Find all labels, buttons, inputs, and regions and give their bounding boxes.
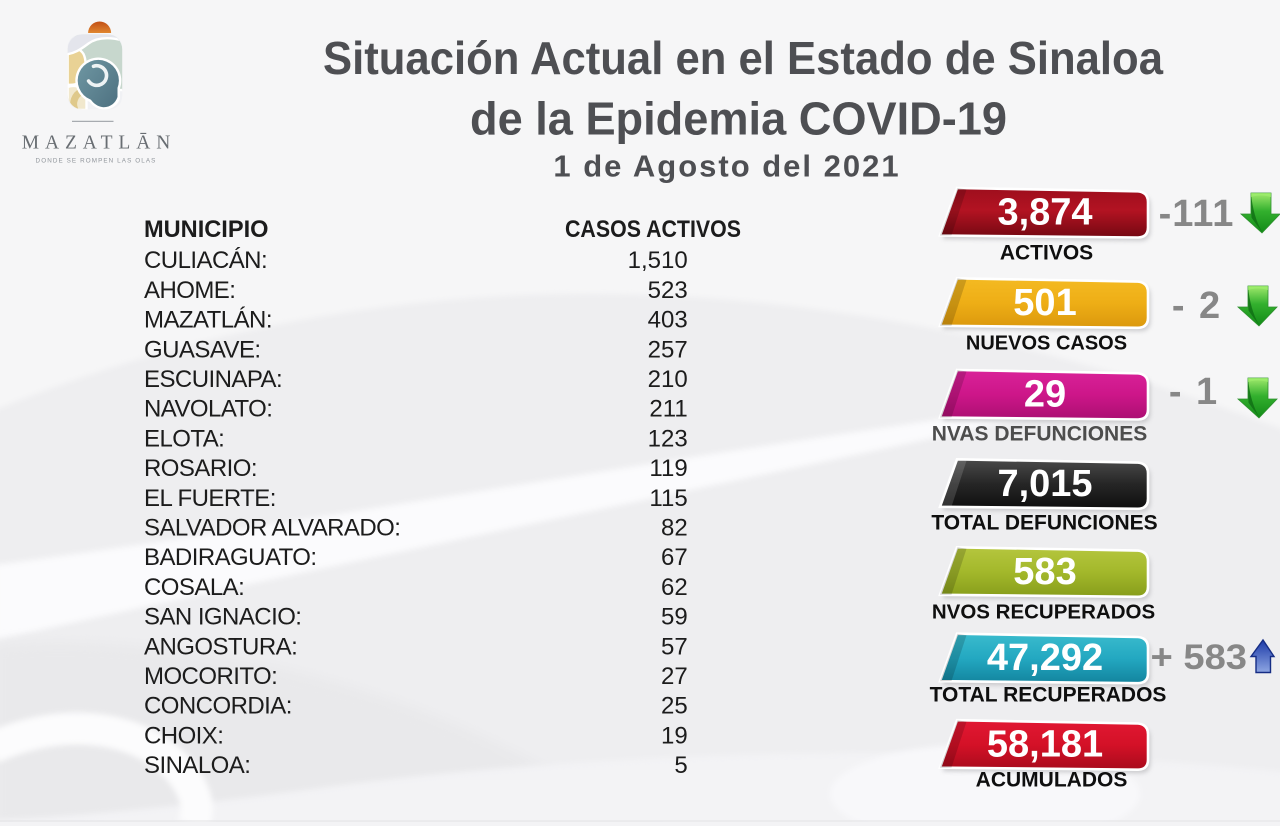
svg-text:MAZATLÁN:: MAZATLÁN: xyxy=(144,307,272,334)
svg-text:523: 523 xyxy=(648,277,688,304)
svg-text:58,181: 58,181 xyxy=(987,724,1103,766)
svg-text:59: 59 xyxy=(661,604,688,631)
svg-text:Situación Actual en el Estado: Situación Actual en el Estado de Sinaloa xyxy=(323,32,1164,84)
svg-text:ELOTA:: ELOTA: xyxy=(144,425,224,452)
svg-text:210: 210 xyxy=(648,366,688,393)
svg-text:MAZATLĀN: MAZATLĀN xyxy=(22,132,176,153)
svg-text:ANGOSTURA:: ANGOSTURA: xyxy=(144,633,297,660)
svg-text:NUEVOS CASOS: NUEVOS CASOS xyxy=(966,332,1127,354)
svg-text:SALVADOR ALVARADO:: SALVADOR ALVARADO: xyxy=(144,515,400,542)
svg-text:ROSARIO:: ROSARIO: xyxy=(144,455,257,482)
svg-text:257: 257 xyxy=(648,336,688,363)
svg-text:CULIACÁN:: CULIACÁN: xyxy=(144,247,267,274)
svg-text:SINALOA:: SINALOA: xyxy=(144,752,250,779)
svg-text:- 1: - 1 xyxy=(1169,371,1219,413)
svg-text:501: 501 xyxy=(1013,282,1076,324)
svg-text:211: 211 xyxy=(649,396,687,423)
svg-text:+ 583: + 583 xyxy=(1151,638,1248,677)
svg-text:- 2: - 2 xyxy=(1172,285,1222,327)
svg-text:123: 123 xyxy=(648,425,688,452)
svg-text:CHOIX:: CHOIX: xyxy=(144,722,223,749)
svg-text:3,874: 3,874 xyxy=(997,192,1092,234)
svg-text:115: 115 xyxy=(649,485,687,512)
svg-text:CASOS ACTIVOS: CASOS ACTIVOS xyxy=(565,216,741,243)
svg-text:29: 29 xyxy=(1024,374,1066,416)
svg-text:583: 583 xyxy=(1013,551,1076,593)
svg-text:57: 57 xyxy=(661,633,688,660)
svg-text:119: 119 xyxy=(649,455,687,482)
svg-text:NVOS RECUPERADOS: NVOS RECUPERADOS xyxy=(932,601,1155,624)
svg-text:CONCORDIA:: CONCORDIA: xyxy=(144,693,292,720)
svg-text:5: 5 xyxy=(674,752,687,779)
svg-text:19: 19 xyxy=(661,722,688,749)
svg-text:TOTAL DEFUNCIONES: TOTAL DEFUNCIONES xyxy=(931,512,1157,535)
svg-text:1,510: 1,510 xyxy=(628,247,688,274)
svg-text:62: 62 xyxy=(661,574,688,601)
svg-text:COSALA:: COSALA: xyxy=(144,574,244,601)
svg-text:NVAS DEFUNCIONES: NVAS DEFUNCIONES xyxy=(932,422,1147,445)
svg-text:ACTIVOS: ACTIVOS xyxy=(1000,242,1093,265)
svg-text:MOCORITO:: MOCORITO: xyxy=(144,663,277,690)
svg-text:GUASAVE:: GUASAVE: xyxy=(144,336,261,363)
svg-text:SAN IGNACIO:: SAN IGNACIO: xyxy=(144,604,301,631)
svg-text:AHOME:: AHOME: xyxy=(144,277,235,304)
svg-text:1 de Agosto del 2021: 1 de Agosto del 2021 xyxy=(553,149,900,184)
svg-text:BADIRAGUATO:: BADIRAGUATO: xyxy=(144,544,317,571)
svg-text:-111: -111 xyxy=(1159,193,1235,235)
svg-text:EL FUERTE:: EL FUERTE: xyxy=(144,485,276,512)
svg-text:67: 67 xyxy=(661,544,688,571)
svg-text:47,292: 47,292 xyxy=(987,637,1103,679)
svg-text:TOTAL RECUPERADOS: TOTAL RECUPERADOS xyxy=(930,684,1167,707)
svg-text:7,015: 7,015 xyxy=(997,463,1092,505)
svg-text:25: 25 xyxy=(661,693,688,720)
svg-text:ESCUINAPA:: ESCUINAPA: xyxy=(144,366,282,393)
svg-text:ACUMULADOS: ACUMULADOS xyxy=(976,768,1128,791)
svg-text:403: 403 xyxy=(648,307,688,334)
svg-text:de la Epidemia COVID-19: de la Epidemia COVID-19 xyxy=(470,93,1007,145)
svg-text:DONDE SE ROMPEN LAS OLAS: DONDE SE ROMPEN LAS OLAS xyxy=(36,158,157,165)
svg-text:MUNICIPIO: MUNICIPIO xyxy=(144,216,269,243)
svg-text:27: 27 xyxy=(661,663,688,690)
svg-text:82: 82 xyxy=(661,515,688,542)
svg-text:NAVOLATO:: NAVOLATO: xyxy=(144,396,272,423)
